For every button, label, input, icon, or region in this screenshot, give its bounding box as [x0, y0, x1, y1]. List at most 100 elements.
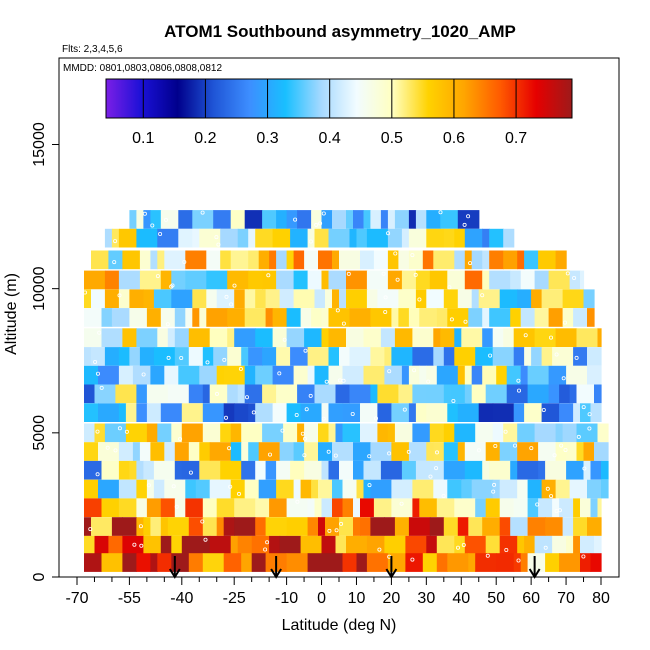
heatmap-cell [178, 210, 193, 229]
heatmap-cell [248, 228, 256, 248]
heatmap-cell [160, 270, 172, 290]
heatmap-cell [300, 479, 312, 499]
sample-marker [117, 293, 122, 298]
heatmap-cell [118, 347, 130, 366]
heatmap-cell [129, 460, 137, 480]
heatmap-cell [185, 479, 197, 499]
heatmap-cell [426, 365, 438, 385]
heatmap-cell [91, 250, 110, 270]
sample-marker [266, 273, 271, 278]
heatmap-cell [405, 553, 424, 572]
heatmap-cell [405, 535, 427, 555]
heatmap-cell [171, 535, 183, 555]
heatmap-cell [408, 403, 417, 422]
heatmap-cell [146, 403, 162, 422]
sample-marker [503, 429, 508, 434]
heatmap-cell [234, 289, 246, 309]
sample-marker [93, 359, 98, 364]
heatmap-cell [339, 289, 347, 309]
heatmap-cell [475, 498, 487, 518]
heatmap-cell [101, 328, 124, 347]
heatmap-cell [192, 228, 200, 248]
heatmap-cell [328, 328, 347, 347]
heatmap-cell [227, 270, 249, 290]
heatmap-cell [489, 228, 504, 248]
heatmap-cell [527, 517, 546, 536]
heatmap-cell [457, 210, 480, 229]
heatmap-cells [83, 210, 609, 572]
heatmap-cell [408, 250, 424, 270]
heatmap-cell [457, 517, 469, 536]
heatmap-cell [276, 250, 288, 270]
heatmap-cell [353, 498, 361, 518]
sample-marker [117, 426, 122, 431]
heatmap-cell [541, 479, 557, 499]
heatmap-cell [146, 479, 155, 499]
y-tick-label: 5000 [31, 415, 48, 451]
heatmap-cell [139, 270, 162, 290]
heatmap-cell [380, 460, 403, 480]
heatmap-cell [573, 347, 588, 366]
sample-marker [83, 290, 88, 295]
heatmap-cell [482, 308, 490, 327]
heatmap-cell [290, 347, 309, 366]
heatmap-cell [304, 442, 319, 461]
x-tick-label: 20 [383, 590, 401, 607]
heatmap-cell [202, 423, 221, 443]
heatmap-cell [499, 289, 518, 309]
heatmap-cell [443, 289, 459, 309]
sample-marker [554, 352, 559, 357]
heatmap-cell [548, 384, 560, 404]
heatmap-cell [492, 423, 504, 443]
sample-marker [561, 376, 566, 381]
heatmap-cell [573, 403, 581, 422]
heatmap-cell [311, 210, 323, 229]
heatmap-cell [569, 384, 578, 404]
heatmap-cell [241, 442, 249, 461]
heatmap-cell [443, 460, 466, 480]
heatmap-cell [447, 403, 459, 422]
heatmap-cell [188, 553, 204, 572]
heatmap-cell [454, 498, 476, 518]
heatmap-cell [136, 384, 148, 404]
sample-marker [96, 371, 101, 376]
heatmap-cell [118, 403, 127, 422]
heatmap-cell [164, 479, 186, 499]
colorbar-tick-label: 0.7 [505, 130, 527, 147]
heatmap-cell [171, 270, 186, 290]
heatmap-cell [122, 517, 137, 536]
sample-marker [576, 434, 581, 439]
heatmap-cell [499, 442, 518, 461]
heatmap-cell [300, 308, 312, 327]
heatmap-cell [346, 535, 368, 555]
sample-marker [95, 429, 100, 434]
heatmap-cell [125, 423, 148, 443]
heatmap-cell [188, 347, 204, 366]
heatmap-cell [559, 384, 571, 404]
heatmap-cell [454, 347, 476, 366]
heatmap-cell [136, 479, 148, 499]
heatmap-cell [314, 228, 330, 248]
heatmap-cell [318, 250, 333, 270]
heatmap-cell [241, 423, 263, 443]
heatmap-cell [482, 328, 494, 347]
heatmap-cell [276, 479, 295, 499]
y-axis: 0 5000 10000 15000 [31, 122, 60, 581]
heatmap-cell [370, 347, 385, 366]
heatmap-cell [482, 270, 490, 290]
heatmap-cell [262, 270, 277, 290]
heatmap-cell [293, 479, 302, 499]
heatmap-cell [429, 517, 445, 536]
x-tick-label: 10 [348, 590, 366, 607]
heatmap-cell [251, 535, 270, 555]
heatmap-cell [360, 517, 372, 536]
sample-marker [549, 494, 554, 499]
heatmap-cell [332, 442, 354, 461]
heatmap-cell [230, 479, 246, 499]
heatmap-cell [349, 308, 372, 327]
heatmap-cell [517, 460, 539, 480]
heatmap-cell [276, 460, 291, 480]
heatmap-cell [111, 228, 120, 248]
heatmap-cell [202, 498, 218, 518]
heatmap-cell [356, 553, 368, 572]
